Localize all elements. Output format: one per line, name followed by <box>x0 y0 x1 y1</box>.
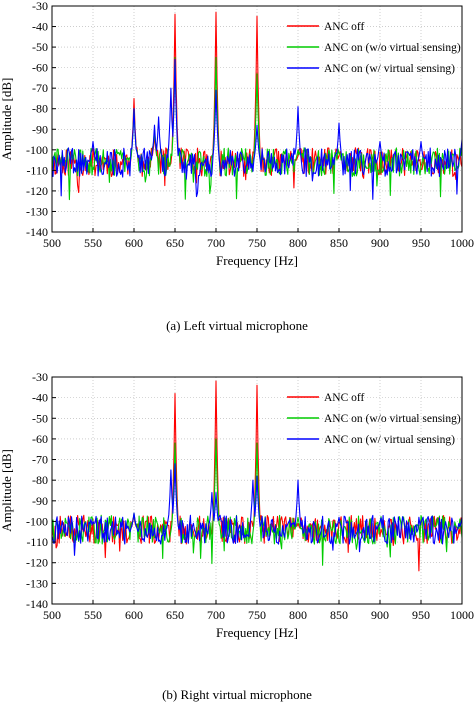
y-tick-label: -130 <box>26 576 48 590</box>
y-tick-label: -40 <box>32 20 48 34</box>
y-tick-label: -110 <box>26 163 48 177</box>
y-tick-label: -60 <box>32 432 48 446</box>
caption-right-virtual-microphone: (b) Right virtual microphone <box>162 687 312 702</box>
x-tick-label: 900 <box>371 236 389 250</box>
x-tick-label: 500 <box>43 236 61 250</box>
x-tick-label: 950 <box>412 236 430 250</box>
x-tick-label: 950 <box>412 608 430 622</box>
y-tick-label: -90 <box>32 122 48 136</box>
y-tick-label: -140 <box>26 225 48 239</box>
x-axis-label: Frequency [Hz] <box>216 625 298 640</box>
x-axis-label: Frequency [Hz] <box>216 253 298 268</box>
chart-left-virtual-microphone: 500 550 600 650 700 750 800 850 900 950 1000 -30 -40… <box>0 0 474 268</box>
x-tick-label: 1000 <box>450 236 474 250</box>
y-tick-label: -50 <box>32 411 48 425</box>
legend-label-3: ANC on (w/ virtual sensing) <box>324 63 455 75</box>
y-tick-label: -60 <box>32 61 48 75</box>
legend-label-2: ANC on (w/o virtual sensing) <box>324 413 461 425</box>
x-tick-label: 600 <box>125 236 143 250</box>
legend-label-3: ANC on (w/ virtual sensing) <box>324 434 455 446</box>
x-tick-label: 750 <box>248 236 266 250</box>
x-tick-label: 1000 <box>450 608 474 622</box>
x-tick-label: 900 <box>371 608 389 622</box>
x-tick-label: 600 <box>125 608 143 622</box>
y-tick-label: -90 <box>32 494 48 508</box>
legend-label-2: ANC on (w/o virtual sensing) <box>324 42 461 54</box>
x-tick-label: 650 <box>166 608 184 622</box>
x-tick-label: 850 <box>330 608 348 622</box>
x-tick-label: 650 <box>166 236 184 250</box>
y-axis-label: Amplitude [dB] <box>0 78 14 161</box>
y-axis-label: Amplitude [dB] <box>0 449 14 532</box>
x-tick-label: 550 <box>84 236 102 250</box>
y-tick-label: -80 <box>32 473 48 487</box>
x-tick-label: 700 <box>207 608 225 622</box>
x-tick-label: 550 <box>84 608 102 622</box>
legend-label-1: ANC off <box>324 21 365 33</box>
series-line-3 <box>51 463 463 556</box>
series-line-2 <box>51 56 463 201</box>
y-tick-label: -130 <box>26 204 48 218</box>
y-tick-label: -110 <box>26 535 48 549</box>
y-tick-label: -100 <box>26 514 48 528</box>
y-tick-label: -70 <box>32 81 48 95</box>
y-tick-label: -30 <box>32 0 48 13</box>
y-tick-label: -80 <box>32 102 48 116</box>
x-tick-label: 700 <box>207 236 225 250</box>
y-tick-label: -30 <box>32 370 48 384</box>
series-line-1 <box>51 380 463 572</box>
y-tick-label: -140 <box>26 597 48 611</box>
series-line-3 <box>51 58 463 200</box>
x-tick-label: 800 <box>289 236 307 250</box>
y-tick-label: -50 <box>32 40 48 54</box>
legend-label-1: ANC off <box>324 392 365 404</box>
x-tick-label: 850 <box>330 236 348 250</box>
series-line-2 <box>51 438 463 566</box>
y-tick-label: -70 <box>32 453 48 467</box>
y-tick-label: -120 <box>26 556 48 570</box>
y-tick-label: -120 <box>26 184 48 198</box>
figure-left-virtual-microphone: 500 550 600 650 700 750 800 850 900 950 1000 -30 -40… <box>0 0 474 350</box>
y-tick-label: -100 <box>26 143 48 157</box>
caption-left-virtual-microphone: (a) Left virtual microphone <box>166 318 308 333</box>
x-tick-label: 750 <box>248 608 266 622</box>
x-tick-label: 500 <box>43 608 61 622</box>
y-tick-label: -40 <box>32 391 48 405</box>
x-tick-label: 800 <box>289 608 307 622</box>
chart-right-virtual-microphone: 500 550 600 650 700 750 800 850 900 950 1000 -30 -40… <box>0 370 474 640</box>
figure-right-virtual-microphone: 500 550 600 650 700 750 800 850 900 950 1000 -30 -40… <box>0 369 474 702</box>
